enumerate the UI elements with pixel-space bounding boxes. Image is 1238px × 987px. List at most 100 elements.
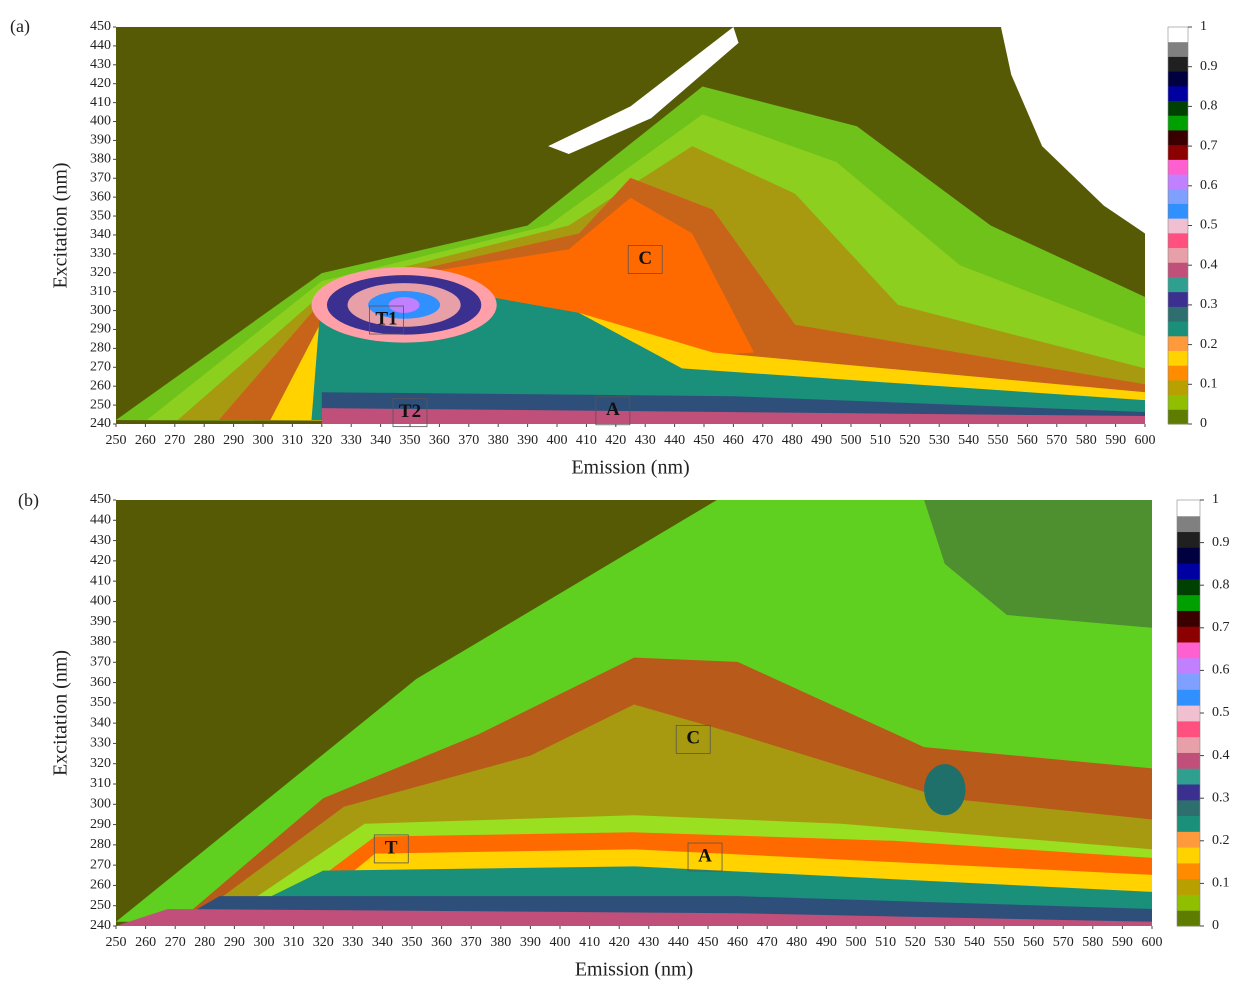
colorbar-tick-label: 0.9 bbox=[1212, 535, 1230, 550]
x-tick-label: 400 bbox=[550, 935, 571, 950]
x-tick-label: 480 bbox=[782, 433, 803, 448]
y-tick-label: 320 bbox=[90, 756, 111, 771]
colorbar-swatch bbox=[1168, 409, 1188, 424]
x-tick-label: 300 bbox=[253, 433, 274, 448]
x-tick-label: 470 bbox=[757, 935, 778, 950]
contour-plot bbox=[116, 27, 1145, 424]
x-tick-label: 250 bbox=[106, 935, 127, 950]
colorbar-tick-label: 0.7 bbox=[1200, 138, 1218, 153]
colorbar-swatch bbox=[1177, 547, 1200, 563]
x-tick-label: 430 bbox=[635, 433, 656, 448]
x-tick-label: 460 bbox=[723, 433, 744, 448]
colorbar-swatch bbox=[1177, 816, 1200, 832]
contour-plot bbox=[116, 500, 1152, 926]
x-tick-label: 420 bbox=[609, 935, 630, 950]
y-tick-label: 290 bbox=[90, 322, 111, 337]
x-tick-label: 370 bbox=[461, 935, 482, 950]
x-tick-label: 260 bbox=[135, 935, 156, 950]
x-tick-label: 450 bbox=[698, 935, 719, 950]
x-tick-label: 250 bbox=[106, 433, 127, 448]
colorbar-swatch bbox=[1168, 189, 1188, 204]
x-tick-label: 490 bbox=[811, 433, 832, 448]
x-tick-label: 570 bbox=[1046, 433, 1067, 448]
y-tick-label: 270 bbox=[90, 857, 111, 872]
annotation: A bbox=[606, 399, 620, 420]
y-tick-label: 450 bbox=[90, 19, 111, 34]
colorbar-tick-label: 0.1 bbox=[1200, 377, 1218, 392]
y-tick-label: 390 bbox=[90, 133, 111, 148]
x-tick-label: 350 bbox=[400, 433, 421, 448]
x-tick-label: 370 bbox=[458, 433, 479, 448]
colorbar-swatch bbox=[1177, 847, 1200, 863]
colorbar-swatch bbox=[1177, 831, 1200, 847]
annotation: C bbox=[638, 248, 652, 269]
colorbar-tick-label: 0.8 bbox=[1212, 577, 1230, 592]
y-tick-label: 350 bbox=[90, 208, 111, 223]
x-tick-label: 490 bbox=[816, 935, 837, 950]
colorbar-swatch bbox=[1168, 306, 1188, 321]
y-tick-label: 300 bbox=[90, 303, 111, 318]
colorbar-tick-label: 0.8 bbox=[1200, 99, 1218, 114]
x-tick-label: 440 bbox=[664, 433, 685, 448]
colorbar-swatch bbox=[1177, 910, 1200, 926]
colorbar-swatch bbox=[1168, 321, 1188, 336]
x-tick-label: 310 bbox=[282, 433, 303, 448]
colorbar-swatch bbox=[1177, 879, 1200, 895]
colorbar-swatch bbox=[1168, 248, 1188, 263]
x-tick-label: 530 bbox=[929, 433, 950, 448]
x-tick-label: 270 bbox=[165, 935, 186, 950]
y-tick-label: 360 bbox=[90, 675, 111, 690]
colorbar-swatch bbox=[1168, 42, 1188, 57]
figure: 2502602702802903003103203303403503603703… bbox=[0, 0, 1238, 987]
y-tick-label: 290 bbox=[90, 817, 111, 832]
y-tick-label: 360 bbox=[90, 189, 111, 204]
x-tick-label: 570 bbox=[1053, 935, 1074, 950]
x-tick-label: 600 bbox=[1142, 935, 1163, 950]
colorbar-swatch bbox=[1177, 863, 1200, 879]
x-tick-label: 350 bbox=[402, 935, 423, 950]
colorbar-tick-label: 1 bbox=[1212, 492, 1219, 507]
x-tick-label: 580 bbox=[1082, 935, 1103, 950]
x-tick-label: 400 bbox=[547, 433, 568, 448]
x-tick-label: 380 bbox=[490, 935, 511, 950]
x-tick-label: 430 bbox=[638, 935, 659, 950]
colorbar-swatch bbox=[1177, 800, 1200, 816]
x-tick-label: 360 bbox=[429, 433, 450, 448]
x-tick-label: 510 bbox=[875, 935, 896, 950]
y-tick-label: 330 bbox=[90, 246, 111, 261]
colorbar-swatch bbox=[1168, 115, 1188, 130]
x-axis-label: Emission (nm) bbox=[575, 959, 693, 981]
x-tick-label: 410 bbox=[576, 433, 597, 448]
y-tick-label: 310 bbox=[90, 284, 111, 299]
colorbar-swatch bbox=[1168, 56, 1188, 71]
colorbar-tick-label: 0.5 bbox=[1200, 218, 1218, 233]
colorbar-swatch bbox=[1168, 292, 1188, 307]
x-tick-label: 330 bbox=[342, 935, 363, 950]
x-tick-label: 600 bbox=[1135, 433, 1156, 448]
colorbar-swatch bbox=[1168, 365, 1188, 380]
y-tick-label: 370 bbox=[90, 170, 111, 185]
y-tick-label: 250 bbox=[90, 397, 111, 412]
x-tick-label: 560 bbox=[1023, 935, 1044, 950]
y-tick-label: 240 bbox=[90, 416, 111, 431]
x-tick-label: 540 bbox=[964, 935, 985, 950]
colorbar-swatch bbox=[1177, 595, 1200, 611]
colorbar-tick-label: 0.2 bbox=[1212, 833, 1230, 848]
colorbar-swatch bbox=[1177, 689, 1200, 705]
x-tick-label: 440 bbox=[668, 935, 689, 950]
x-tick-label: 530 bbox=[934, 935, 955, 950]
colorbar-swatch bbox=[1168, 395, 1188, 410]
x-tick-label: 390 bbox=[520, 935, 541, 950]
y-tick-label: 280 bbox=[90, 341, 111, 356]
colorbar-tick-label: 0.2 bbox=[1200, 337, 1218, 352]
colorbar-tick-label: 0.9 bbox=[1200, 59, 1218, 74]
y-tick-label: 400 bbox=[90, 114, 111, 129]
colorbar-swatch bbox=[1177, 626, 1200, 642]
colorbar-swatch bbox=[1177, 516, 1200, 532]
colorbar-tick-label: 0.6 bbox=[1200, 178, 1218, 193]
y-tick-label: 440 bbox=[90, 38, 111, 53]
y-tick-label: 350 bbox=[90, 695, 111, 710]
y-tick-label: 440 bbox=[90, 513, 111, 528]
y-tick-label: 400 bbox=[90, 594, 111, 609]
colorbar-swatch bbox=[1168, 203, 1188, 218]
